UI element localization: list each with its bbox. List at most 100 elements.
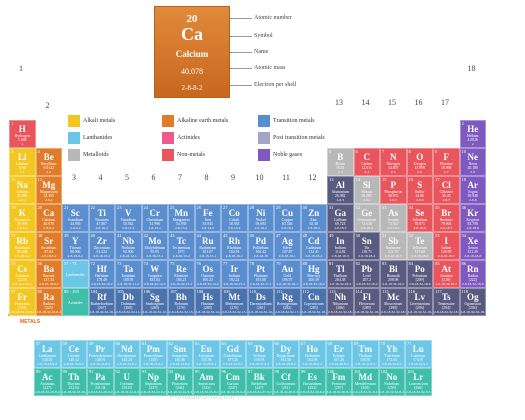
electron-shells: 2-8-18-18-5 (384, 254, 402, 258)
element-symbol: Gd (226, 344, 239, 354)
element-symbol: Si (362, 180, 371, 190)
element-name: Cadmium (306, 246, 322, 250)
atomic-number: 92 (115, 369, 121, 374)
electron-shells: 2-8-18-32-18-9-2 (35, 390, 60, 394)
atomic-mass: 140.12 (68, 358, 79, 362)
element-name: Carbon (361, 162, 373, 166)
element-cell: 114 Fl Flerovium [289] 2-8-18-32-32-18-4 (353, 288, 380, 316)
element-name: Vanadium (120, 218, 136, 222)
legend-label: Transition metals (273, 118, 315, 124)
atomic-mass: [210] (442, 278, 451, 282)
element-symbol: Ni (256, 208, 266, 218)
element-cell: 24 Cr Chromium 51.996 2-8-13-1 (141, 204, 168, 232)
element-name: Chlorine (439, 190, 453, 194)
element-symbol: Ds (255, 292, 266, 302)
element-cell: 21 Sc Scandium 44.956 2-8-9-2 (62, 204, 89, 232)
element-symbol: Tl (335, 264, 345, 274)
element-cell: 37 Rb Rubidium 85.468 2-8-18-8-1 (9, 232, 36, 260)
element-symbol: Cl (441, 180, 451, 190)
element-symbol: Po (414, 264, 425, 274)
element-symbol: Ne (467, 152, 479, 162)
atomic-mass: [278] (230, 306, 239, 310)
atomic-number: 71 (407, 341, 412, 346)
legend-item: Alkaline earth metals (162, 114, 228, 128)
element-symbol: F (443, 152, 450, 162)
atomic-number: 97 (248, 369, 253, 374)
element-name: Holmium (304, 354, 320, 358)
element-name: Bromine (439, 218, 453, 222)
atomic-mass: 32.06 (415, 194, 425, 198)
element-symbol: Dy (280, 344, 292, 354)
element-symbol: Rh (228, 236, 240, 246)
atomic-number: 99 (301, 369, 306, 374)
lanthanide-cell: 58 Ce Cerium 140.12 2-8-18-19-9-2 (60, 340, 87, 368)
element-cell: 84 Po Polonium [209] 2-8-18-32-18-6 (406, 260, 433, 288)
atomic-number: 27 (223, 205, 228, 210)
atomic-number: 104 (90, 289, 98, 294)
key-label-mass: Atomic mass (254, 65, 286, 71)
key-shells: 2-8-8-2 (181, 84, 203, 92)
element-name: Berkelium (251, 382, 268, 386)
electron-shells: 2-8-18-32-18-8 (461, 282, 484, 286)
element-name: Silver (282, 246, 292, 250)
atomic-number: 108 (196, 289, 204, 294)
atomic-mass: 58.933 (229, 222, 240, 226)
electron-shells: 2-8-18-22-8-2 (116, 362, 137, 366)
actinide-cell: 98 Cf Californium [251] 2-8-18-32-28-8-2 (272, 368, 299, 396)
element-cell: 82 Pb Lead 207.2 2-8-18-32-18-4 (353, 260, 380, 288)
element-cell: 116 Lv Livermorium [293] 2-8-18-32-32-18-6 (406, 288, 433, 316)
element-symbol: H (18, 124, 26, 134)
electron-shells: 2-8-18-32-21-9-2 (114, 390, 140, 394)
element-symbol: Es (307, 372, 317, 382)
element-cell: 13 Al Aluminium 26.982 2-8-3 (327, 176, 354, 204)
atomic-number: 7 (382, 149, 385, 154)
electron-shells: 2-8-18-16-1 (225, 254, 243, 258)
atomic-mass: 10.81 (335, 166, 345, 170)
element-cell: 26 Fe Iron 55.845 2-8-14-2 (194, 204, 221, 232)
lanthanide-cell: 65 Tb Terbium 158.93 2-8-18-27-8-2 (246, 340, 273, 368)
atomic-mass: 238.03 (121, 386, 132, 390)
element-name: Hydrogen (14, 134, 30, 138)
key-name: Calcium (175, 49, 209, 59)
group-number: 6 (151, 173, 156, 182)
atomic-mass: [223] (18, 306, 27, 310)
element-name: Roentgenium (277, 302, 298, 306)
element-cell: 41 Nb Niobium 92.906 2-8-18-12-1 (115, 232, 142, 260)
electron-shells: 2-8-18-32-18-10-2 (61, 390, 87, 394)
element-cell: 27 Co Cobalt 58.933 2-8-15-2 (221, 204, 248, 232)
element-symbol: Ts (441, 292, 451, 302)
atomic-mass: 174.97 (413, 358, 424, 362)
electron-shells: 2-8-18-18-9-2 (37, 362, 58, 366)
element-symbol: Cd (307, 236, 320, 246)
element-name: Lithium (16, 162, 29, 166)
legend-item: Alkali metals (68, 114, 115, 128)
lanthanide-cell: 68 Er Erbium 167.26 2-8-18-30-8-2 (325, 340, 352, 368)
electron-shells: 2-8-18-32-32-18-4 (354, 310, 380, 314)
element-symbol: Cm (225, 372, 240, 382)
element-cell: 29 Cu Copper 63.546 2-8-18-1 (274, 204, 301, 232)
element-name: Europium (198, 354, 214, 358)
element-name: Helium (467, 134, 479, 138)
atomic-number: 30 (302, 205, 308, 210)
atomic-number: 115 (382, 289, 389, 294)
element-symbol: Rf (97, 292, 107, 302)
actinide-cell: 90 Th Thorium 232.04 2-8-18-32-18-10-2 (60, 368, 87, 396)
element-name: Flerovium (358, 302, 375, 306)
element-cell: 113 Nh Nihonium [286] 2-8-18-32-32-18-3 (327, 288, 354, 316)
element-symbol: Nd (120, 344, 133, 354)
actinide-cell: 99 Es Einsteinium [252] 2-8-18-32-29-8-2 (299, 368, 326, 396)
element-cell: 17 Cl Chlorine 35.45 2-8-7 (433, 176, 460, 204)
element-symbol: S (417, 180, 423, 190)
element-name: Protactinium (90, 382, 111, 386)
atomic-number: 60 (115, 341, 121, 346)
element-name: Americium (197, 382, 215, 386)
group-number: 17 (441, 98, 449, 107)
element-name: Thulium (358, 354, 372, 358)
legend-swatch (68, 132, 80, 144)
lanthanide-cell: 66 Dy Dysprosium 162.50 2-8-18-28-8-2 (272, 340, 299, 368)
atomic-mass: [227] (43, 386, 52, 390)
atomic-mass: 204.38 (335, 278, 346, 282)
legend-label: Post transition metals (273, 135, 325, 141)
element-cell: 11 Na Sodium 22.990 2-8-1 (9, 176, 36, 204)
legend-swatch (162, 149, 174, 161)
